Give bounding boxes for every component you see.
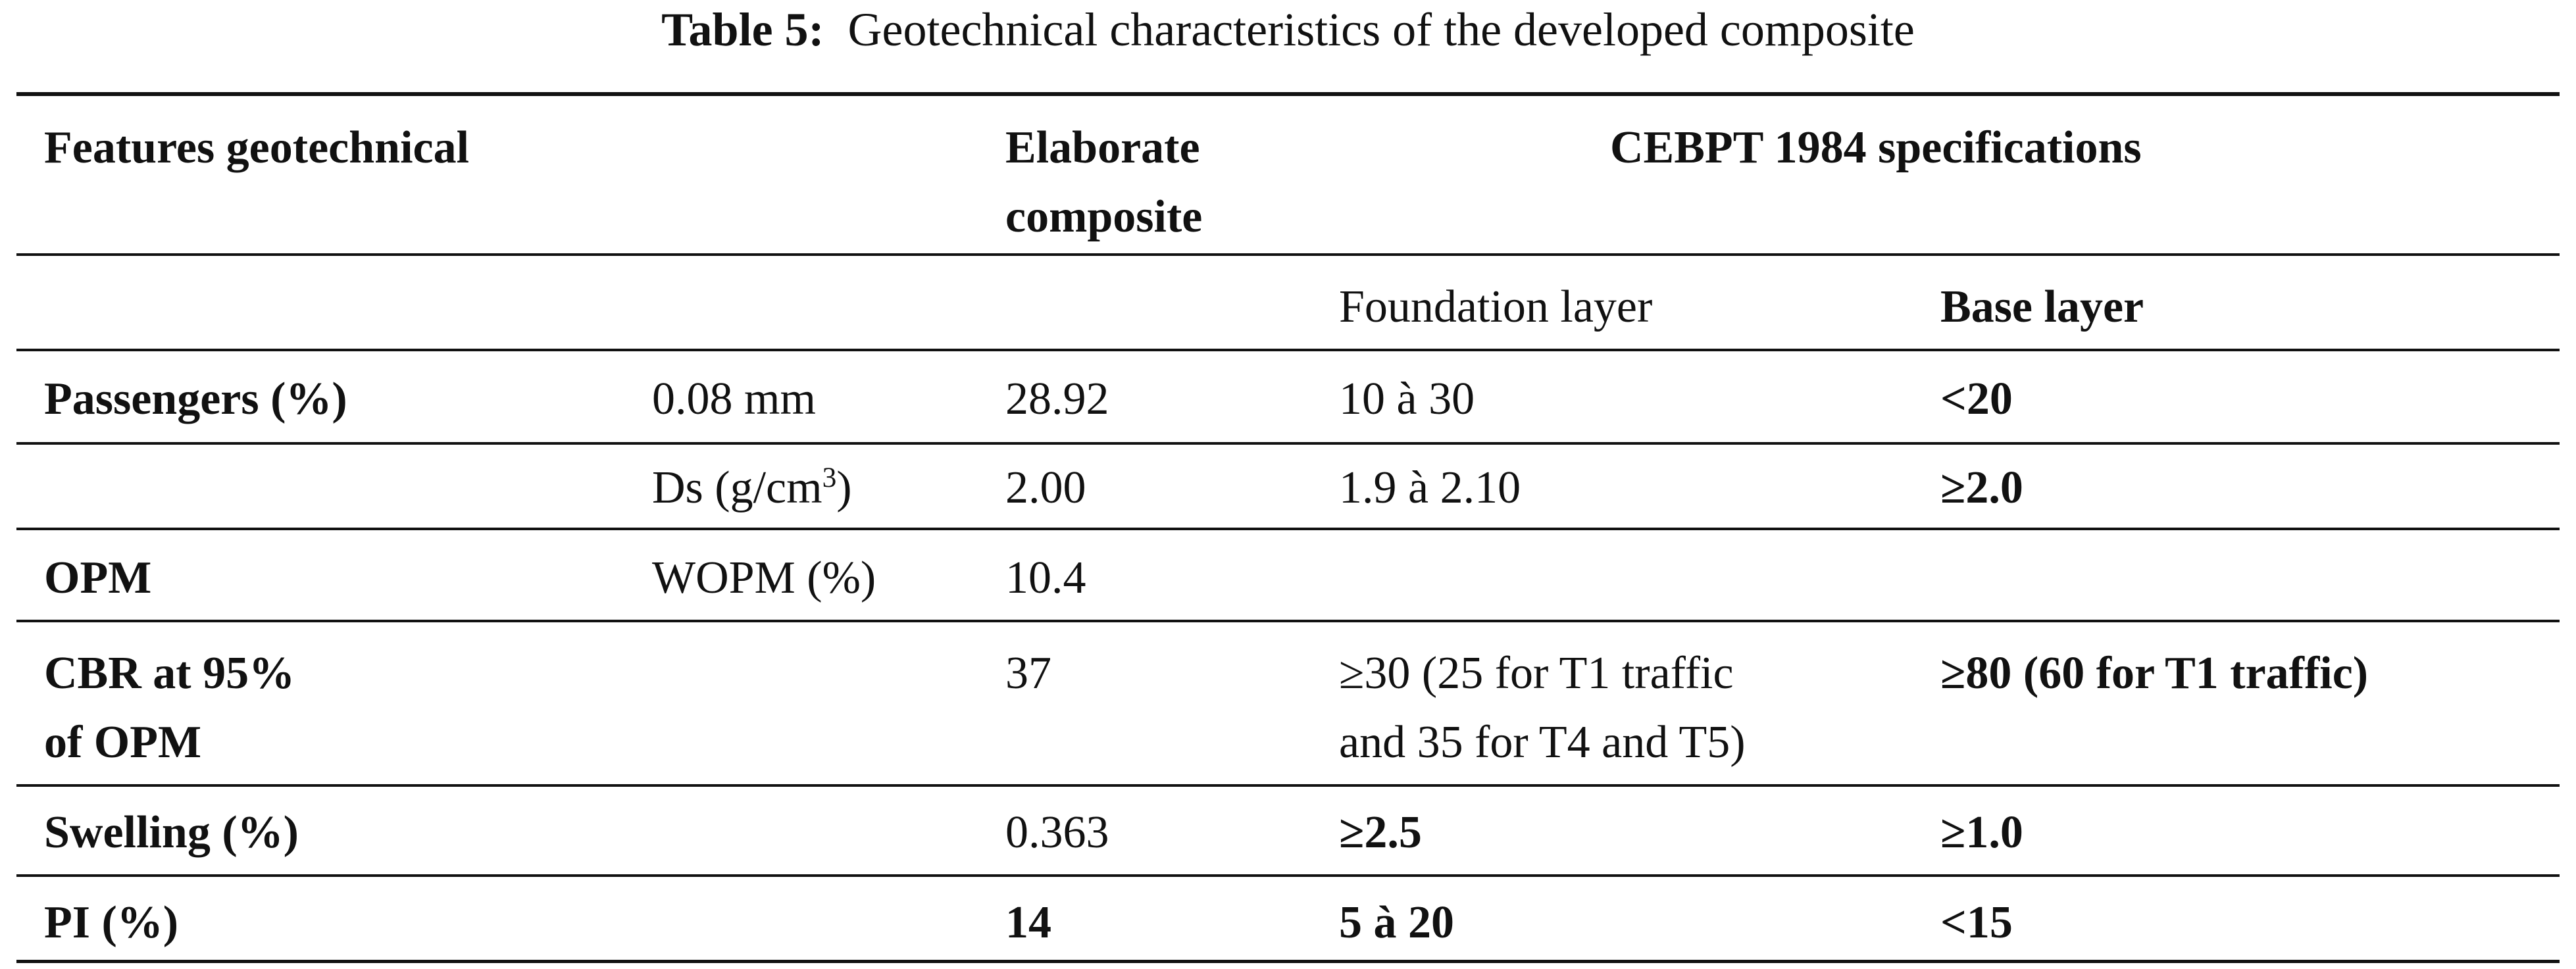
rule [16, 349, 2560, 351]
cell: <20 [1940, 374, 2013, 424]
superscript: 3 [822, 462, 837, 494]
cell: ≥30 (25 for T1 traffic [1339, 648, 1734, 699]
row-header: OPM [44, 553, 152, 603]
rule [16, 620, 2560, 622]
cell: 1.9 à 2.10 [1339, 462, 1521, 513]
column-header: CEBPT 1984 specifications [1610, 122, 2142, 173]
rule [16, 442, 2560, 445]
column-header: Features geotechnical [44, 122, 470, 173]
cell: 5 à 20 [1339, 897, 1454, 948]
cell: ≥2.0 [1940, 462, 2023, 513]
column-header: composite [1005, 191, 1203, 242]
cell: 28.92 [1005, 374, 1109, 424]
cell: 10.4 [1005, 553, 1086, 603]
bottom-rule [16, 960, 2560, 963]
cell: 0.363 [1005, 807, 1109, 858]
row-header: CBR at 95% [44, 648, 295, 699]
cell: 0.08 mm [652, 374, 816, 424]
row-header: of OPM [44, 717, 202, 768]
row-header: Swelling (%) [44, 807, 299, 858]
caption-text: Geotechnical characteristics of the deve… [847, 3, 1915, 56]
rule [16, 784, 2560, 787]
column-header: Elaborate [1005, 122, 1200, 173]
table-caption: Table 5: Geotechnical characteristics of… [0, 6, 2576, 53]
subheader: Base layer [1940, 282, 2144, 332]
cell: ≥1.0 [1940, 807, 2023, 858]
cell: 10 à 30 [1339, 374, 1475, 424]
row-header: Passengers (%) [44, 374, 347, 424]
cell: 14 [1005, 897, 1051, 948]
cell: ≥2.5 [1339, 807, 1422, 858]
cell-text: ) [836, 462, 852, 513]
cell: ≥80 (60 for T1 traffic) [1940, 648, 2369, 699]
row-header: PI (%) [44, 897, 179, 948]
subheader: Foundation layer [1339, 282, 1653, 332]
cell: WOPM (%) [652, 553, 876, 603]
caption-label: Table 5: [661, 3, 824, 56]
cell: <15 [1940, 897, 2013, 948]
cell: 37 [1005, 648, 1051, 699]
top-rule [16, 92, 2560, 96]
rule [16, 874, 2560, 877]
cell: 2.00 [1005, 462, 1086, 513]
cell-text: Ds (g/cm [652, 462, 822, 513]
rule [16, 253, 2560, 256]
rule [16, 528, 2560, 530]
cell: and 35 for T4 and T5) [1339, 717, 1746, 768]
cell: Ds (g/cm3) [652, 462, 852, 513]
